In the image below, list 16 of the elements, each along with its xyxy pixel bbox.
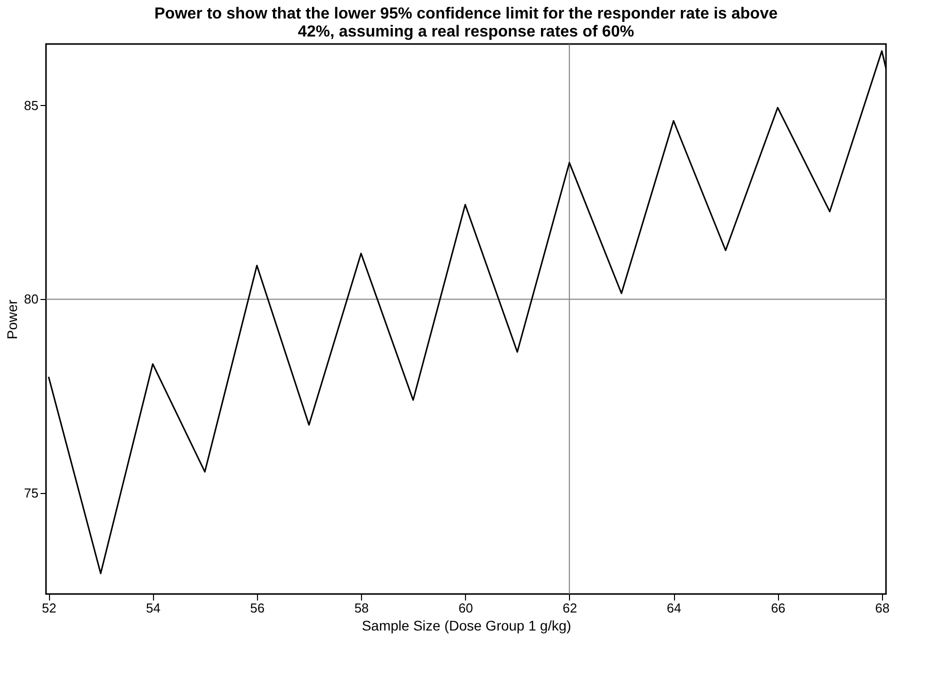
text: 42%, assuming a real response rates of 60% [298, 24, 634, 40]
x-tick-label: 62 [562, 600, 578, 616]
x-tick-label: 54 [146, 600, 160, 616]
y-tick-label: 80 [24, 292, 38, 307]
x-tick-label: 60 [458, 600, 473, 616]
text: Power to show that the lower 95% confidence limit for the responder rate is above [154, 6, 778, 22]
x-tick-label: 52 [42, 600, 56, 616]
x-axis-title: Sample Size (Dose Group 1 g/kg) [362, 618, 572, 634]
x-tick-label: 68 [875, 600, 890, 616]
x-tick-label: 58 [354, 600, 369, 616]
x-tick-label: 56 [250, 600, 265, 616]
x-tick-label: 66 [770, 600, 786, 616]
y-tick-label: 85 [24, 98, 38, 113]
x-tick-label: 64 [666, 600, 682, 616]
y-tick-label: 75 [24, 486, 38, 501]
y-axis-title: Power [4, 299, 20, 340]
